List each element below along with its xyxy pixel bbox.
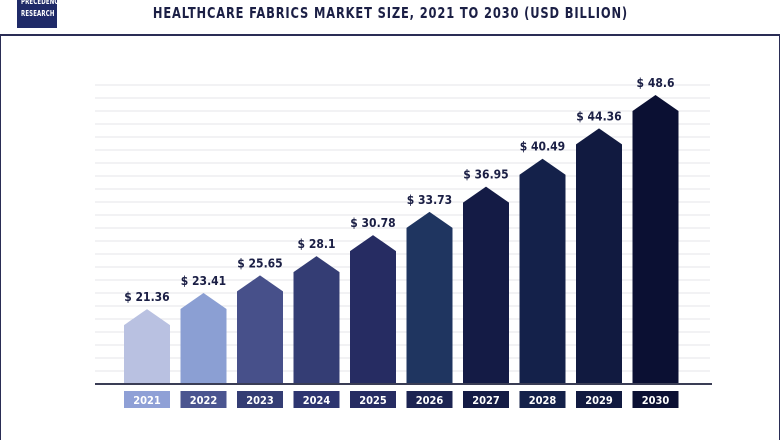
year-label-box <box>180 391 227 408</box>
year-label-box <box>293 391 340 408</box>
data-label: $ 48.6 <box>637 76 675 90</box>
bar-2027 <box>463 186 509 383</box>
data-label: $ 30.78 <box>350 216 395 230</box>
logo-line1: PRECEDENCE <box>21 0 63 6</box>
year-label-box <box>237 391 283 408</box>
data-label: $ 25.65 <box>237 256 282 270</box>
bar-2021 <box>124 309 170 383</box>
bar-2026 <box>406 211 453 383</box>
year-label-box <box>124 391 170 408</box>
x-tick-label: 2029 <box>585 394 613 407</box>
data-label: $ 40.49 <box>520 140 565 154</box>
year-label-box <box>463 391 509 408</box>
x-tick-label: 2023 <box>246 394 274 407</box>
bar-2029 <box>576 128 622 383</box>
year-label-box <box>519 391 566 408</box>
year-label-box <box>406 391 453 408</box>
bar-2028 <box>519 158 566 383</box>
data-label: $ 21.36 <box>124 290 169 304</box>
header: PRECEDENCE RESEARCH HEALTHCARE FABRICS M… <box>0 0 780 36</box>
data-label: $ 44.36 <box>576 109 621 123</box>
x-tick-label: 2028 <box>529 394 557 407</box>
x-tick-label: 2021 <box>133 394 161 407</box>
data-label: $ 33.73 <box>407 193 452 207</box>
chart-title: HEALTHCARE FABRICS MARKET SIZE, 2021 TO … <box>0 4 780 22</box>
year-label-box <box>350 391 396 408</box>
bar-2022 <box>180 292 227 383</box>
year-label-box <box>632 391 679 408</box>
x-tick-label: 2022 <box>190 394 218 407</box>
x-tick-label: 2025 <box>359 394 387 407</box>
bar-2023 <box>237 275 283 383</box>
bar-2025 <box>350 235 396 383</box>
bar-2030 <box>632 95 679 383</box>
x-tick-label: 2027 <box>472 394 500 407</box>
logo-line2: RESEARCH <box>21 9 55 18</box>
data-label: $ 28.1 <box>298 237 336 251</box>
bar-2024 <box>293 256 340 383</box>
x-tick-label: 2024 <box>303 394 331 407</box>
data-label: $ 23.41 <box>181 274 226 288</box>
year-label-box <box>576 391 622 408</box>
chart-title-text: HEALTHCARE FABRICS MARKET SIZE, 2021 TO … <box>152 4 628 22</box>
x-tick-label: 2030 <box>642 394 670 407</box>
x-tick-label: 2026 <box>416 394 444 407</box>
logo: PRECEDENCE RESEARCH <box>17 0 63 28</box>
data-label: $ 36.95 <box>463 168 508 182</box>
